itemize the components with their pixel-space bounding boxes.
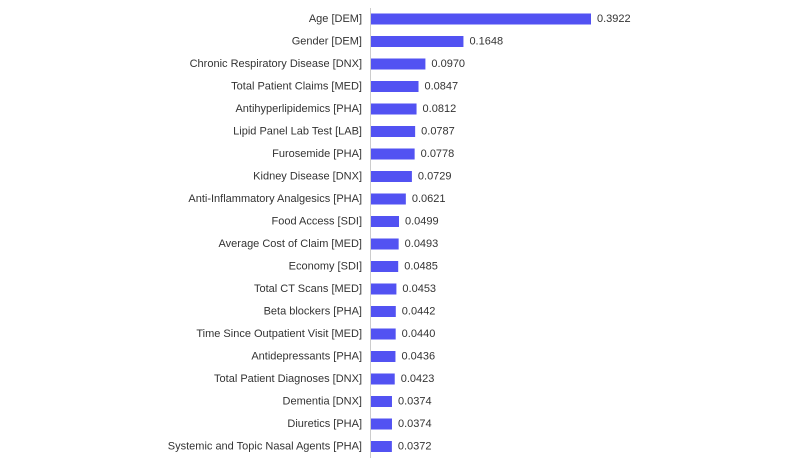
bar <box>371 306 396 317</box>
bar <box>371 171 412 182</box>
value-label: 0.0499 <box>405 215 439 227</box>
bar <box>371 283 397 295</box>
bar <box>371 328 396 340</box>
value-label: 0.0436 <box>401 350 435 362</box>
bar <box>371 396 392 407</box>
bar <box>371 216 399 227</box>
y-tick-label: Economy [SDI] <box>289 260 362 272</box>
value-label: 0.0778 <box>421 148 455 160</box>
bar <box>371 238 399 250</box>
value-label: 0.0812 <box>423 103 457 115</box>
y-tick-label: Antidepressants [PHA] <box>251 350 362 362</box>
y-tick-label: Anti-Inflammatory Analgesics [PHA] <box>188 193 362 205</box>
bar <box>371 126 416 137</box>
value-label: 0.0621 <box>412 193 446 205</box>
bar <box>371 373 395 385</box>
y-tick-label: Age [DEM] <box>309 13 362 25</box>
value-label: 0.0970 <box>431 58 465 70</box>
value-label: 0.0374 <box>398 395 432 407</box>
value-label: 0.0493 <box>405 238 439 250</box>
bar <box>371 148 415 160</box>
bar <box>371 81 419 92</box>
y-tick-label: Total Patient Claims [MED] <box>231 80 362 92</box>
value-label: 0.0374 <box>398 418 432 430</box>
y-tick-label: Antihyperlipidemics [PHA] <box>235 103 362 115</box>
value-label: 0.0372 <box>398 440 432 452</box>
bar <box>371 103 417 115</box>
y-tick-label: Furosemide [PHA] <box>272 148 362 160</box>
bar <box>371 36 464 47</box>
bar <box>371 441 392 452</box>
value-label: 0.0787 <box>421 125 455 137</box>
y-tick-label: Kidney Disease [DNX] <box>253 170 362 182</box>
y-tick-label: Gender [DEM] <box>292 35 362 47</box>
value-label: 0.3922 <box>597 13 631 25</box>
value-label: 0.1648 <box>469 35 503 47</box>
bar <box>371 193 406 205</box>
bar <box>371 58 426 70</box>
y-tick-label: Average Cost of Claim [MED] <box>219 238 362 250</box>
bar <box>371 261 399 272</box>
y-tick-label: Total Patient Diagnoses [DNX] <box>214 373 362 385</box>
y-tick-label: Beta blockers [PHA] <box>264 305 362 317</box>
value-label: 0.0442 <box>402 305 436 317</box>
y-tick-label: Time Since Outpatient Visit [MED] <box>196 328 362 340</box>
bar <box>371 13 591 25</box>
value-label: 0.0453 <box>402 283 436 295</box>
y-tick-label: Food Access [SDI] <box>272 215 362 227</box>
bar <box>371 351 396 362</box>
y-tick-label: Dementia [DNX] <box>283 395 362 407</box>
y-tick-label: Diuretics [PHA] <box>287 418 362 430</box>
value-label: 0.0440 <box>402 328 436 340</box>
y-tick-label: Chronic Respiratory Disease [DNX] <box>190 58 362 70</box>
y-tick-label: Total CT Scans [MED] <box>254 283 362 295</box>
value-label: 0.0485 <box>404 260 438 272</box>
value-label: 0.0423 <box>401 373 435 385</box>
y-tick-label: Systemic and Topic Nasal Agents [PHA] <box>168 440 362 452</box>
y-tick-label: Lipid Panel Lab Test [LAB] <box>233 125 362 137</box>
value-label: 0.0729 <box>418 170 452 182</box>
bar <box>371 418 392 430</box>
value-label: 0.0847 <box>425 80 459 92</box>
